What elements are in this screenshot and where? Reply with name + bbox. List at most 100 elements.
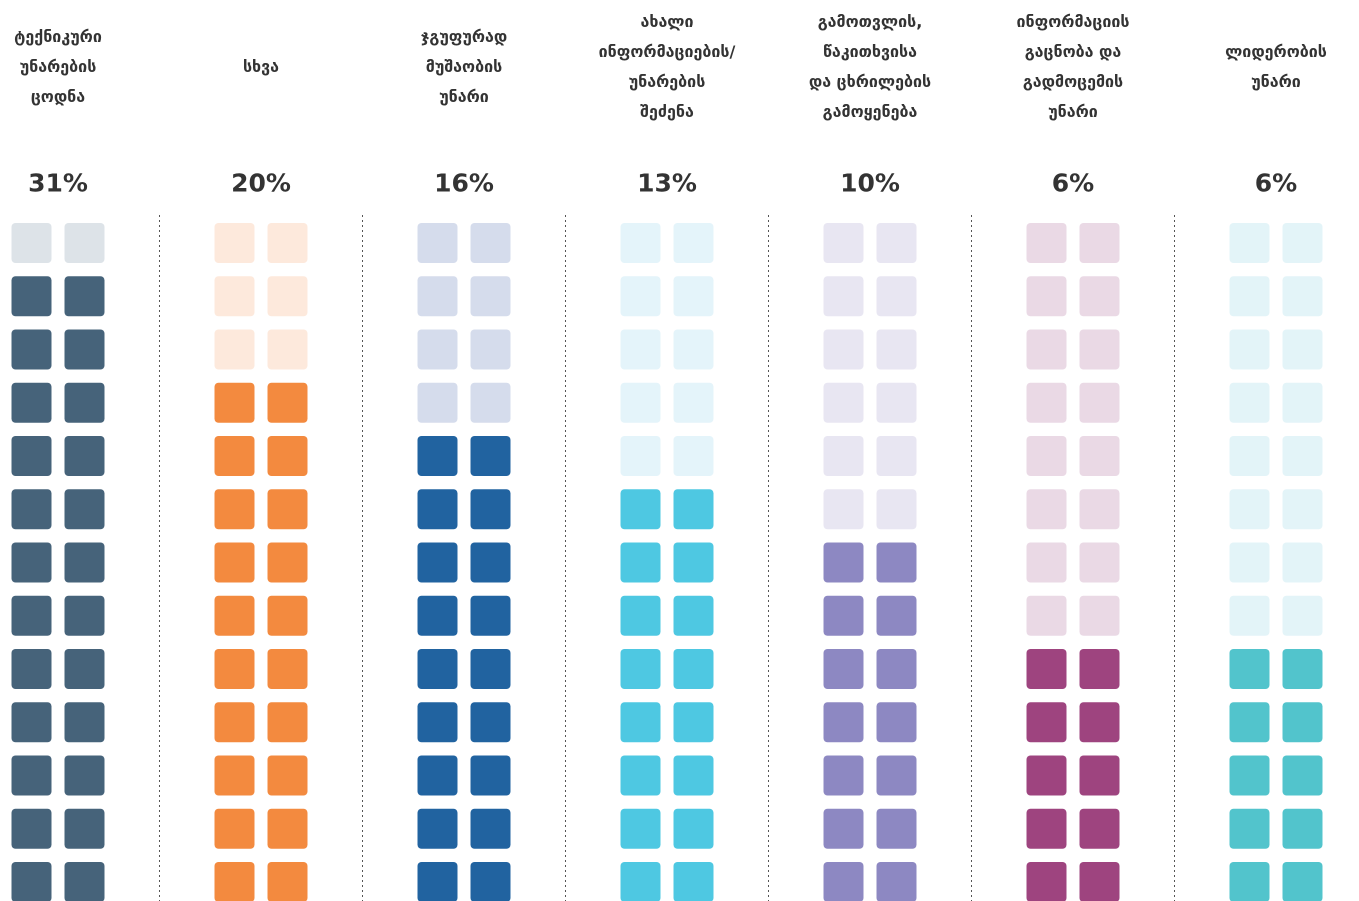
empty-square	[1026, 542, 1067, 583]
value-label: 16%	[434, 168, 494, 198]
filled-square	[64, 808, 105, 849]
filled-square	[823, 595, 864, 636]
empty-square	[1026, 276, 1067, 317]
filled-square	[11, 489, 52, 530]
filled-square	[673, 595, 714, 636]
filled-square	[64, 489, 105, 530]
filled-square	[1026, 755, 1067, 796]
category-label: ახალი ინფორმაციების/ უნარების შეძენა	[598, 12, 736, 121]
empty-square	[823, 276, 864, 317]
filled-square	[620, 542, 661, 583]
empty-square	[620, 276, 661, 317]
filled-square	[876, 808, 917, 849]
filled-square	[214, 755, 255, 796]
filled-square	[11, 649, 52, 689]
filled-square	[417, 755, 458, 796]
empty-square	[1229, 223, 1270, 263]
filled-square	[11, 329, 52, 370]
empty-square	[1229, 436, 1270, 476]
filled-square	[11, 276, 52, 317]
empty-square	[417, 329, 458, 370]
value-label: 31%	[28, 168, 88, 198]
filled-square	[470, 702, 511, 743]
filled-square	[1282, 808, 1323, 849]
empty-square	[267, 276, 308, 317]
empty-square	[823, 329, 864, 370]
filled-square	[11, 436, 52, 476]
filled-square	[620, 489, 661, 530]
filled-square	[64, 436, 105, 476]
filled-square	[470, 436, 511, 476]
empty-square	[1026, 436, 1067, 476]
filled-square	[64, 542, 105, 583]
filled-square	[267, 542, 308, 583]
filled-square	[1282, 702, 1323, 743]
filled-square	[11, 862, 52, 901]
filled-square	[417, 862, 458, 901]
filled-square	[823, 649, 864, 689]
empty-square	[417, 223, 458, 263]
filled-square	[1026, 862, 1067, 901]
filled-square	[620, 755, 661, 796]
empty-square	[417, 382, 458, 423]
filled-square	[64, 702, 105, 743]
empty-square	[470, 276, 511, 317]
filled-square	[876, 649, 917, 689]
filled-square	[673, 755, 714, 796]
empty-square	[1282, 276, 1323, 317]
empty-square	[673, 329, 714, 370]
filled-square	[214, 489, 255, 530]
empty-square	[823, 436, 864, 476]
empty-square	[1079, 595, 1120, 636]
value-label: 6%	[1254, 168, 1298, 198]
filled-square	[876, 542, 917, 583]
empty-square	[823, 382, 864, 423]
empty-square	[1282, 223, 1323, 263]
empty-square	[417, 276, 458, 317]
empty-square	[1282, 329, 1323, 370]
filled-square	[1079, 702, 1120, 743]
filled-square	[823, 542, 864, 583]
empty-square	[1079, 436, 1120, 476]
filled-square	[823, 702, 864, 743]
empty-square	[1079, 489, 1120, 530]
filled-square	[1282, 755, 1323, 796]
filled-square	[11, 595, 52, 636]
empty-square	[823, 223, 864, 263]
filled-square	[64, 329, 105, 370]
filled-square	[11, 542, 52, 583]
filled-square	[470, 595, 511, 636]
filled-square	[1282, 649, 1323, 689]
empty-square	[1026, 223, 1067, 263]
filled-square	[823, 862, 864, 901]
filled-square	[267, 862, 308, 901]
empty-square	[1229, 329, 1270, 370]
filled-square	[417, 542, 458, 583]
filled-square	[1229, 755, 1270, 796]
empty-square	[267, 223, 308, 263]
filled-square	[1026, 808, 1067, 849]
filled-square	[267, 649, 308, 689]
filled-square	[267, 382, 308, 423]
empty-square	[673, 436, 714, 476]
empty-square	[1079, 329, 1120, 370]
empty-square	[876, 223, 917, 263]
filled-square	[214, 595, 255, 636]
filled-square	[1026, 702, 1067, 743]
filled-square	[673, 489, 714, 530]
empty-square	[470, 382, 511, 423]
filled-square	[214, 436, 255, 476]
filled-square	[470, 862, 511, 901]
filled-square	[64, 755, 105, 796]
filled-square	[267, 808, 308, 849]
empty-square	[1079, 223, 1120, 263]
filled-square	[11, 808, 52, 849]
empty-square	[267, 329, 308, 370]
filled-square	[470, 755, 511, 796]
empty-square	[1229, 595, 1270, 636]
filled-square	[620, 808, 661, 849]
value-label: 20%	[231, 168, 291, 198]
filled-square	[673, 862, 714, 901]
